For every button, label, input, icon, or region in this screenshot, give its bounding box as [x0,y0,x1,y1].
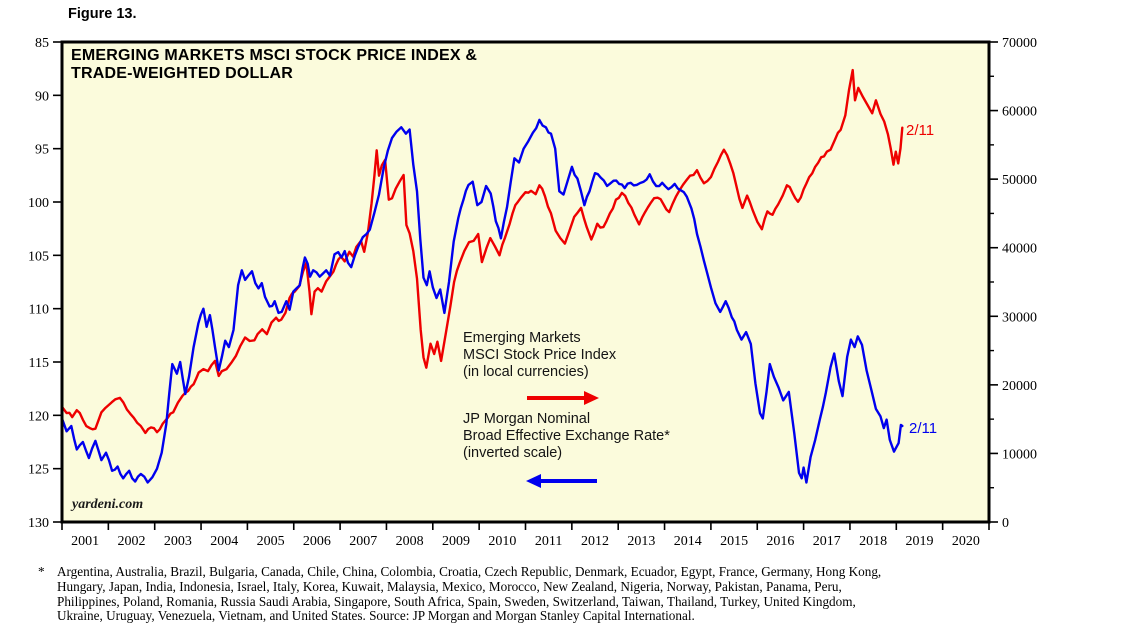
left-axis-tick-label: 130 [28,516,49,531]
left-axis-tick-label: 100 [28,196,49,211]
x-axis-year-label: 2003 [164,534,192,549]
footnote-line-4: Ukraine, Uruguay, Venezuela, Vietnam, an… [57,608,695,624]
watermark: yardeni.com [72,497,144,512]
red-series-arrow [527,391,599,405]
x-axis-year-label: 2008 [396,534,424,549]
series-line-blue [62,118,904,484]
figure-label: Figure 13. [68,6,137,22]
left-axis-tick-label: 95 [35,143,49,158]
x-axis-year-label: 2001 [71,534,99,549]
blue-series-label-line-3: (inverted scale) [463,445,563,461]
x-axis-year-label: 2015 [720,534,748,549]
series-line-red [62,68,904,435]
blue-series-label-line-1: JP Morgan Nominal [463,411,591,427]
right-axis-tick-label: 40000 [1002,242,1037,257]
chart-canvas: 85 90 95 100 105 110 115 120 125 130 0 10000 20000 30… [28,36,1037,549]
plot-background [62,42,989,522]
x-axis-year-label: 2011 [535,534,562,549]
x-axis-year-label: 2007 [349,534,377,549]
blue-series-label-line-2: Broad Effective Exchange Rate* [463,428,670,444]
x-axis-year-label: 2012 [581,534,609,549]
chart-title-line-1: EMERGING MARKETS MSCI STOCK PRICE INDEX … [71,47,478,64]
x-axis-year-label: 2016 [766,534,794,549]
blue-series-arrow [526,474,597,488]
x-axis-year-label: 2005 [257,534,285,549]
x-axis-year-label: 2017 [813,534,841,549]
right-axis-tick-label: 0 [1002,516,1009,531]
chart-title: EMERGING MARKETS MSCI STOCK PRICE INDEX … [71,47,477,83]
right-axis-tick-label: 20000 [1002,379,1037,394]
footnote-marker: * [38,564,45,579]
right-axis-tick-label: 30000 [1002,310,1037,325]
red-series-label-line-2: MSCI Stock Price Index [463,347,617,363]
right-axis-tick-label: 70000 [1002,36,1037,51]
left-axis-tick-label: 120 [28,409,49,424]
plot-frame [60,40,991,524]
x-axis-year-label: 2018 [859,534,887,549]
x-axis-year-label: 2006 [303,534,331,549]
x-axis-year-label: 2020 [952,534,980,549]
footnote-line-2: Hungary, Japan, India, Indonesia, Israel… [57,578,842,594]
red-series-label-line-1: Emerging Markets [463,330,581,346]
right-axis-tick-label: 50000 [1002,173,1037,188]
left-axis-tick-label: 90 [35,89,49,104]
left-axis-tick-label: 115 [29,356,49,371]
x-axis-year-label: 2019 [905,534,933,549]
footnote-line-3: Philippines, Poland, Romania, Russia Sau… [57,593,856,609]
blue-series-label: JP Morgan Nominal Broad Effective Exchan… [463,411,670,462]
footnote-text: Argentina, Australia, Brazil, Bulgaria, … [57,564,1098,624]
right-axis-tick-label: 60000 [1002,105,1037,120]
chart-title-line-2: TRADE-WEIGHTED DOLLAR [71,65,293,82]
red-series-label-line-3: (in local currencies) [463,364,589,380]
x-axis-year-label: 2002 [118,534,146,549]
footnote: * Argentina, Australia, Brazil, Bulgaria… [38,564,1098,624]
left-axis-tick-label: 105 [28,249,49,264]
x-axis-year-label: 2004 [210,534,238,549]
footnote-line-1: Argentina, Australia, Brazil, Bulgaria, … [57,564,882,579]
x-axis-year-label: 2014 [674,534,702,549]
blue-end-date-label: 2/11 [909,420,938,437]
right-axis-tick-label: 10000 [1002,447,1037,462]
x-axis-year-label: 2013 [627,534,655,549]
x-axis-year-label: 2009 [442,534,470,549]
left-axis-tick-label: 85 [35,36,49,51]
left-axis-tick-label: 125 [28,463,49,478]
red-end-date-label: 2/11 [906,122,935,139]
red-series-label: Emerging Markets MSCI Stock Price Index … [463,330,616,381]
left-axis-tick-label: 110 [29,303,49,318]
x-axis-year-label: 2010 [488,534,516,549]
